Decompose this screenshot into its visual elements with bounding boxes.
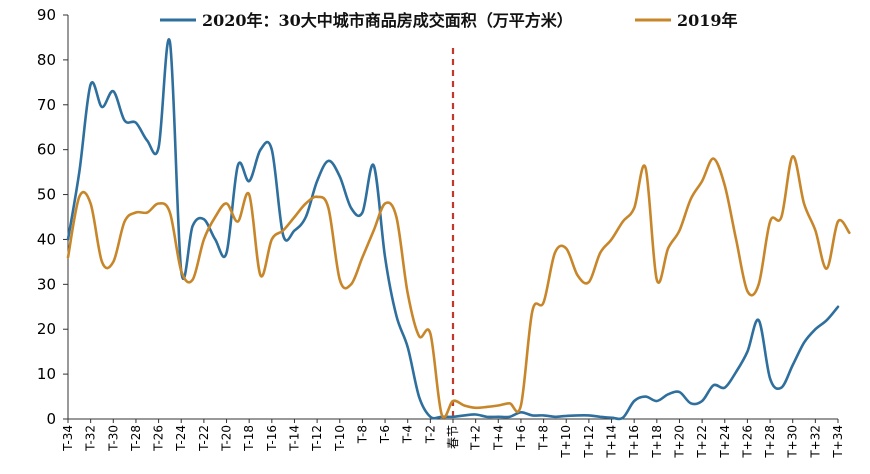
x-tick-label: 春节: [446, 425, 460, 449]
y-tick-label: 20: [37, 320, 56, 338]
y-tick-label: 40: [37, 230, 56, 248]
x-tick-label: T+8: [537, 425, 551, 451]
x-tick-label: T+6: [514, 425, 528, 451]
x-tick-label: T-24: [174, 425, 188, 452]
x-tick-label: T-2: [423, 425, 437, 444]
x-tick-label: T-30: [106, 425, 120, 452]
x-tick-label: T+32: [808, 425, 822, 459]
x-tick-label: T+30: [786, 425, 800, 459]
y-tick-label: 50: [37, 186, 56, 204]
x-tick-label: T-12: [310, 425, 324, 452]
x-tick-label: T-28: [129, 425, 143, 452]
y-tick-label: 80: [37, 51, 56, 69]
legend-label-2020: 2020年：30大中城市商品房成交面积（万平方米）: [202, 11, 573, 30]
x-tick-label: T+18: [650, 425, 664, 459]
x-tick-labels: T-34 T-32 T-30 T-28 T-26 T-24 T-22 T-20 T-18 T-16…: [61, 419, 845, 459]
x-tick-label: T-4: [401, 425, 415, 444]
x-tick-label: T-20: [220, 425, 234, 452]
x-tick-label: T+4: [491, 425, 505, 451]
x-tick-label: T+12: [582, 425, 596, 459]
series-lines: [66, 38, 851, 421]
x-tick-label: T-32: [84, 425, 98, 452]
series-line-2019: [66, 155, 851, 419]
y-tick-label: 0: [46, 410, 56, 428]
x-tick-label: T-16: [265, 425, 279, 452]
x-tick-label: T+22: [695, 425, 709, 459]
x-tick-label: T+14: [605, 425, 619, 459]
x-tick-label: T-8: [355, 425, 369, 444]
y-tick-label: 70: [37, 96, 56, 114]
x-tick-label: T+28: [763, 425, 777, 459]
x-tick-label: T-18: [242, 425, 256, 452]
legend: 2020年：30大中城市商品房成交面积（万平方米） 2019年: [160, 11, 738, 30]
y-tick-label: 60: [37, 141, 56, 159]
y-tick-label: 30: [37, 275, 56, 293]
x-tick-label: T-22: [197, 425, 211, 452]
legend-label-2019: 2019年: [677, 11, 738, 30]
x-tick-label: T+2: [469, 425, 483, 451]
x-tick-label: T+24: [718, 425, 732, 459]
x-tick-label: T+26: [740, 425, 754, 459]
y-tick-labels: 0 10 20 30 40 50 60 70 80 90: [37, 6, 68, 428]
x-tick-label: T+20: [672, 425, 686, 459]
x-tick-label: T-34: [61, 425, 75, 452]
x-tick-label: T+16: [627, 425, 641, 459]
x-tick-label: T+10: [559, 425, 573, 459]
x-tick-label: T-10: [333, 425, 347, 452]
y-tick-label: 10: [37, 365, 56, 383]
x-tick-label: T-6: [378, 425, 392, 444]
y-tick-label: 90: [37, 6, 56, 24]
x-tick-label: T-14: [287, 425, 301, 452]
x-tick-label: T-26: [152, 425, 166, 452]
x-tick-label: T+34: [831, 425, 845, 459]
